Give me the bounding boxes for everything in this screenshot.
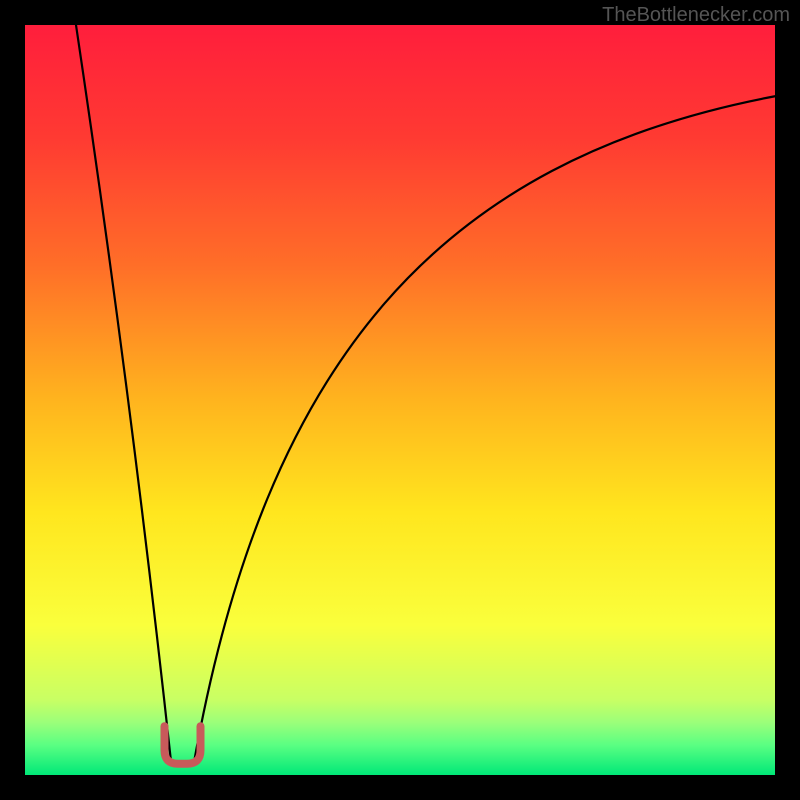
bottleneck-chart-svg [0,0,800,800]
chart-frame: TheBottlenecker.com [0,0,800,800]
plot-background [25,25,775,775]
watermark-text: TheBottlenecker.com [602,4,790,27]
